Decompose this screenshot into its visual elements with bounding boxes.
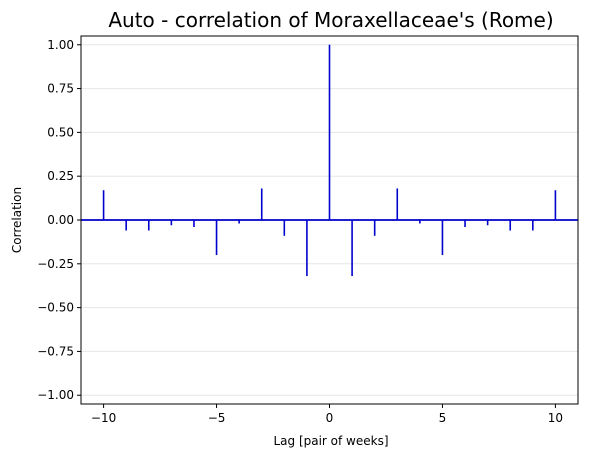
y-axis-label: Correlation (10, 187, 24, 253)
y-tick-label: 0.50 (47, 125, 74, 139)
y-tick-label: 0.25 (47, 169, 74, 183)
y-tick-label: −0.25 (37, 257, 74, 271)
y-tick-label: 0.00 (47, 213, 74, 227)
y-tick-label: −0.75 (37, 344, 74, 358)
y-tick-label: −0.50 (37, 301, 74, 315)
x-axis-ticks: −10 −5 0 5 10 (91, 404, 563, 425)
x-tick-label: 10 (548, 411, 563, 425)
x-tick-label: 5 (439, 411, 447, 425)
y-axis-ticks: −1.00 −0.75 −0.50 −0.25 0.00 0.25 0.50 0.75 1.00 (37, 38, 81, 402)
x-axis-label: Lag [pair of weeks] (273, 434, 388, 448)
correlation-bars (102, 44, 557, 277)
y-tick-label: 0.75 (47, 82, 74, 96)
chart-title: Auto - correlation of Moraxellaceae's (R… (108, 8, 553, 32)
x-tick-label: −5 (208, 411, 226, 425)
x-tick-label: −10 (91, 411, 116, 425)
x-tick-label: 0 (326, 411, 334, 425)
y-tick-label: −1.00 (37, 388, 74, 402)
y-tick-label: 1.00 (47, 38, 74, 52)
